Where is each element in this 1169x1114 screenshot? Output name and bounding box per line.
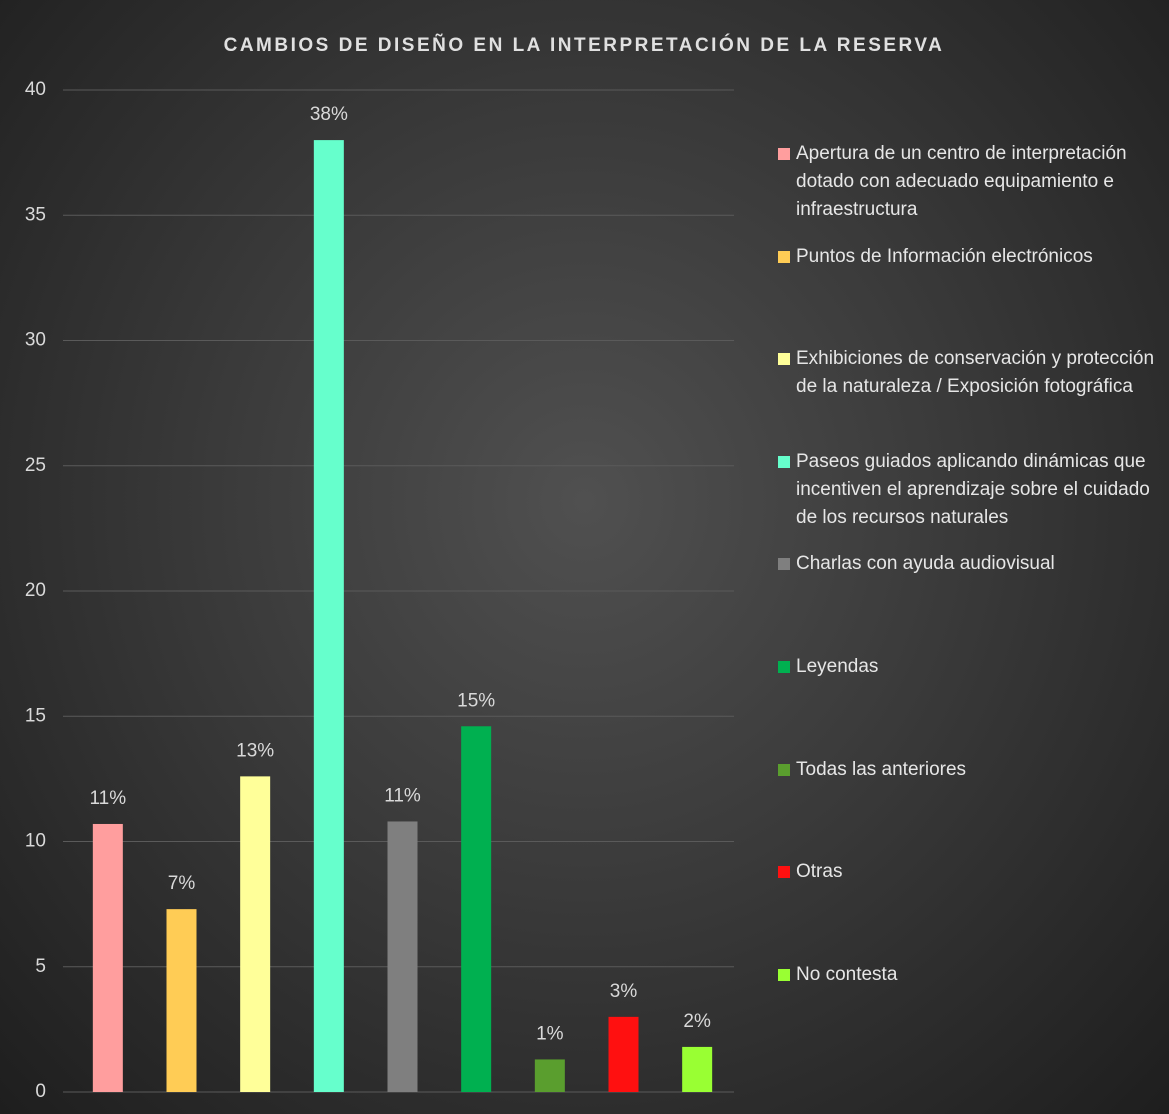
legend-label: No contesta: [796, 963, 898, 985]
legend-item: Charlas con ayuda audiovisual: [778, 550, 1158, 578]
bar: [461, 726, 492, 1092]
legend-swatch: [778, 763, 790, 776]
value-label: 13%: [236, 740, 274, 761]
legend-label: Todas las anteriores: [796, 758, 967, 780]
bar: [608, 1016, 639, 1092]
bar: [534, 1059, 565, 1092]
legend-swatch: [778, 558, 790, 571]
value-label: 38%: [310, 104, 348, 125]
bar: [313, 140, 344, 1093]
y-tick-label: 40: [25, 79, 46, 100]
legend-item: Otras: [778, 858, 1158, 886]
legend-label: Otras: [796, 861, 843, 883]
legend-label: Charlas con ayuda audiovisual: [796, 553, 1055, 575]
y-tick-label: 0: [35, 1081, 46, 1102]
legend-swatch: [778, 661, 790, 673]
value-label: 11%: [90, 788, 127, 809]
legend-label: Apertura de un centro de interpretación …: [796, 143, 1127, 220]
y-tick-label: 5: [35, 956, 46, 977]
bar: [682, 1046, 713, 1092]
bar: [387, 821, 418, 1092]
legend-swatch: [778, 250, 790, 263]
legend-label: Puntos de Información electrónicos: [796, 245, 1093, 267]
value-label: 3%: [610, 981, 638, 1002]
value-label: 1%: [536, 1023, 564, 1044]
value-label: 11%: [384, 785, 421, 806]
y-tick-label: 10: [25, 831, 46, 852]
chart-title: CAMBIOS DE DISEÑO EN LA INTERPRETACIÓN D…: [224, 34, 945, 56]
legend-item: Leyendas: [778, 653, 1158, 681]
legend-label: Exhibiciones de conservación y protecció…: [796, 348, 1155, 398]
legend-swatch: [778, 455, 790, 468]
bar: [240, 776, 271, 1092]
legend-item: Exhibiciones de conservación y protecció…: [778, 345, 1158, 401]
legend-label: Leyendas: [796, 656, 879, 677]
value-label: 7%: [168, 873, 196, 894]
bar: [166, 909, 197, 1092]
value-label: 15%: [457, 690, 495, 711]
y-tick-label: 25: [25, 455, 46, 476]
y-tick-label: 15: [25, 705, 46, 726]
y-tick-label: 30: [25, 330, 46, 351]
legend-swatch: [778, 968, 790, 981]
legend-item: Todas las anteriores: [778, 756, 1158, 784]
legend-item: Paseos guiados aplicando dinámicas que i…: [778, 448, 1158, 532]
y-tick-label: 20: [25, 580, 46, 601]
bar: [92, 823, 123, 1092]
value-label: 2%: [683, 1011, 711, 1032]
legend-item: Apertura de un centro de interpretación …: [778, 140, 1158, 224]
legend-item: No contesta: [778, 961, 1158, 989]
legend-swatch: [778, 148, 790, 160]
y-tick-label: 35: [25, 204, 46, 225]
legend-swatch: [778, 353, 790, 366]
legend-label: Paseos guiados aplicando dinámicas que i…: [796, 450, 1150, 528]
legend-swatch: [778, 866, 790, 879]
legend-item: Puntos de Información electrónicos: [778, 243, 1158, 271]
